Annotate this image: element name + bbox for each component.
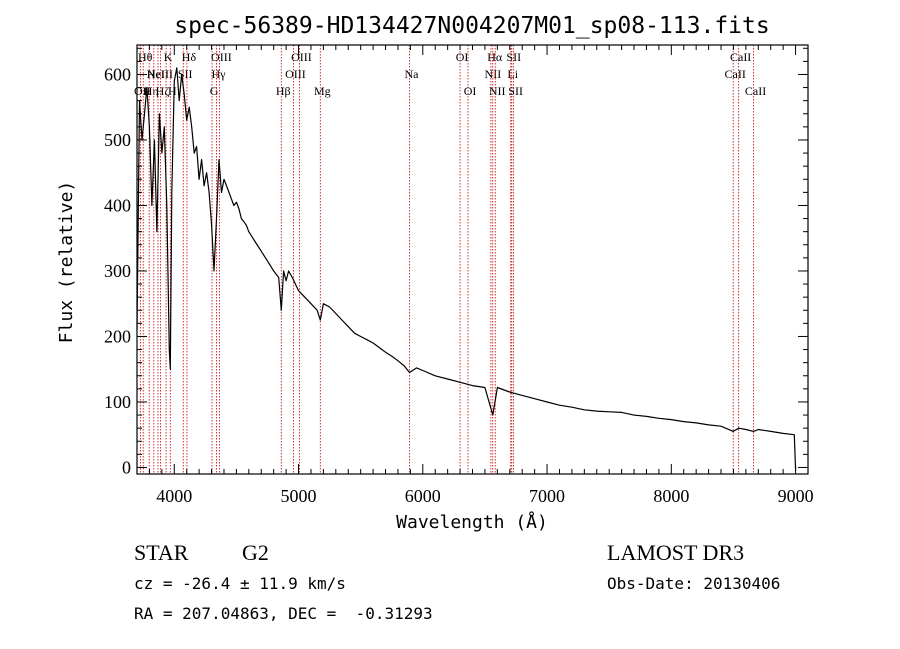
y-tick-label: 200	[104, 326, 131, 346]
spectral-line-label: Hγ	[212, 67, 227, 81]
spectral-line-label: NII	[489, 84, 506, 98]
spectral-line-label: NeIII	[147, 67, 173, 81]
spectral-line-label: OI	[456, 50, 469, 64]
survey-name: LAMOST DR3	[607, 540, 744, 565]
x-tick-label: 9000	[778, 486, 814, 506]
object-class: STAR	[134, 540, 189, 565]
x-tick-label: 6000	[405, 486, 441, 506]
spectral-line-label: CaII	[730, 50, 751, 64]
spectral-line-label: OIII	[285, 67, 306, 81]
redshift: cz = -26.4 ± 11.9 km/s	[134, 574, 346, 593]
spectral-line-label: H	[168, 84, 177, 98]
x-tick-label: 7000	[529, 486, 565, 506]
y-tick-label: 500	[104, 130, 131, 150]
obs-date: Obs-Date: 20130406	[607, 574, 780, 593]
subclass: G2	[242, 540, 269, 565]
spectral-line-label: K	[164, 50, 173, 64]
spectral-line-label: Hθ	[138, 50, 153, 64]
plot-frame	[136, 44, 809, 475]
spectral-line-label: G	[210, 84, 219, 98]
spectral-line-label: OIII	[291, 50, 312, 64]
y-axis-label: Flux (relative)	[56, 181, 77, 344]
y-tick-label: 0	[122, 457, 131, 477]
spectral-line-label: Mg	[314, 84, 331, 98]
x-axis-label: Wavelength (Å)	[396, 511, 548, 533]
chart-title: spec-56389-HD134427N004207M01_sp08-113.f…	[174, 13, 769, 39]
spectral-line-label: CaII	[745, 84, 766, 98]
spectral-line-label: NII	[485, 67, 502, 81]
spectral-line-label: SII	[508, 84, 523, 98]
spectrum-series	[136, 67, 797, 471]
spectral-line-label: OIII	[211, 50, 232, 64]
coordinates: RA = 207.04863, DEC = -0.31293	[134, 604, 433, 623]
y-tick-label: 400	[104, 195, 131, 215]
spectral-lines: OIIHθHηHeINeIIIHζKHSIIHδGHγOIIIHβOIIIOII…	[134, 45, 766, 474]
y-tick-label: 100	[104, 392, 131, 412]
y-tick-label: 600	[104, 64, 131, 84]
y-tick-label: 300	[104, 261, 131, 281]
x-tick-label: 4000	[156, 486, 192, 506]
spectral-line-label: Hδ	[182, 50, 197, 64]
x-tick-label: 5000	[281, 486, 317, 506]
spectral-line-label: SII	[178, 67, 193, 81]
spectrum-line-flux	[136, 67, 797, 471]
spectral-line-label: Li	[507, 67, 518, 81]
spectral-line-label: OI	[464, 84, 477, 98]
spectral-line-label: Hβ	[276, 84, 291, 98]
x-tick-label: 8000	[653, 486, 689, 506]
spectral-line-label: CaII	[725, 67, 746, 81]
spectral-line-label: Na	[405, 67, 420, 81]
axes: 4000 5000 6000 7000 8000 9000 0 100 200 300 400 500…	[104, 44, 814, 506]
